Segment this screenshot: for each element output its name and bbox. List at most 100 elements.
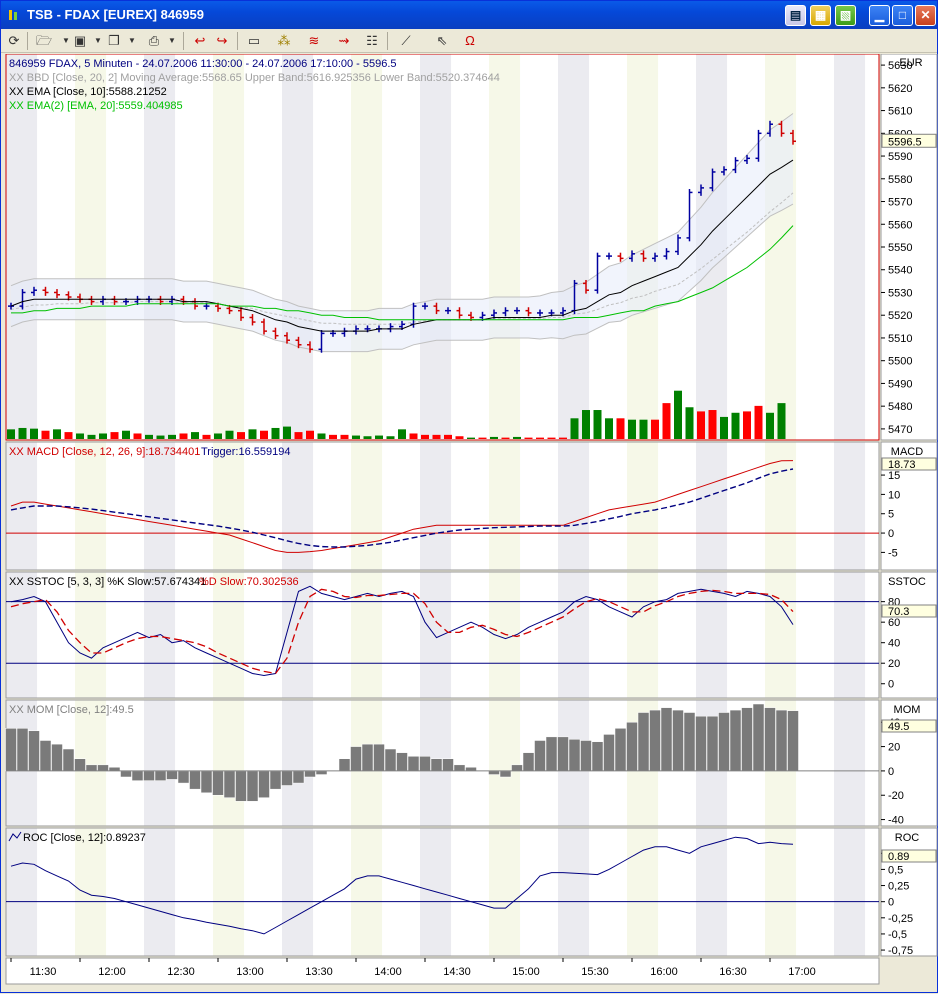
copy-icon[interactable]: ❐ xyxy=(108,33,120,48)
chart-area[interactable]: 846959 FDAX, 5 Minuten - 24.07.2006 11:3… xyxy=(1,54,938,994)
chart-type-icon[interactable]: ▭ xyxy=(247,33,261,48)
time-stripe xyxy=(282,828,314,956)
time-stripe xyxy=(282,54,314,440)
pointer-icon[interactable]: ⇖ xyxy=(436,33,448,48)
title-bar[interactable]: TSB - FDAX [EUREX] 846959 ▤ ▦ ▧ ▁ □ ✕ xyxy=(1,1,937,29)
time-stripe xyxy=(213,54,245,440)
roc-axis-name: ROC xyxy=(895,832,920,844)
roc-line xyxy=(10,836,794,935)
y-tick-label: 0 xyxy=(888,528,894,540)
chart-canvas[interactable]: 846959 FDAX, 5 Minuten - 24.07.2006 11:3… xyxy=(1,54,938,992)
mom-last-value: 49.5 xyxy=(888,721,909,733)
y-tick-label: 5530 xyxy=(888,287,912,299)
y-tick-label: 60 xyxy=(888,617,900,629)
mom-bar xyxy=(603,734,615,772)
chevron-down-icon[interactable]: ▼ xyxy=(62,36,70,45)
mom-bar xyxy=(775,709,788,772)
y-tick-label: 5500 xyxy=(888,356,912,368)
y-axis-box xyxy=(880,827,938,957)
time-stripe xyxy=(420,54,452,440)
save-icon[interactable]: ▣ xyxy=(73,33,87,48)
time-stripe xyxy=(696,442,728,570)
time-stripe xyxy=(420,572,452,698)
chevron-down-icon[interactable]: ▼ xyxy=(168,36,176,45)
volume-bar xyxy=(570,418,579,439)
time-stripe xyxy=(75,54,107,440)
close-button[interactable]: ✕ xyxy=(915,5,936,26)
time-stripe xyxy=(75,572,107,698)
volume-bar xyxy=(53,429,61,439)
time-stripe xyxy=(558,828,590,956)
chart-forward-icon[interactable]: ↪ xyxy=(216,33,228,48)
time-stripe xyxy=(834,54,866,440)
time-stripe xyxy=(765,828,797,956)
chevron-down-icon[interactable]: ▼ xyxy=(128,36,136,45)
mom-bar xyxy=(591,741,604,772)
mom-bar xyxy=(522,752,535,772)
minimize-button[interactable]: ▁ xyxy=(869,5,890,26)
open-folder-icon[interactable]: 🗁 xyxy=(35,33,53,48)
mom-bar xyxy=(223,770,236,798)
time-stripe xyxy=(282,572,314,698)
panel-border xyxy=(5,827,880,957)
sstoc-k-line xyxy=(10,585,794,677)
mom-bar xyxy=(154,770,167,781)
volume-bar xyxy=(87,434,96,439)
mom-bar xyxy=(534,740,546,772)
sstoc-axis-name: SSTOC xyxy=(888,576,926,588)
volume-bar xyxy=(133,433,142,439)
price-bar xyxy=(525,307,532,317)
bollinger-lower-line xyxy=(10,203,794,353)
y-tick-label: 40 xyxy=(888,638,900,650)
volume-bar xyxy=(18,427,27,439)
mom-bar xyxy=(212,770,224,796)
x-tick-label: 13:00 xyxy=(236,966,264,978)
volume-bar xyxy=(685,407,694,439)
magnet-icon[interactable]: Ω xyxy=(465,33,475,48)
time-stripe xyxy=(351,572,383,698)
roc-last-value: 0.89 xyxy=(888,851,909,863)
properties-icon[interactable]: ☷ xyxy=(366,33,378,48)
price-bar xyxy=(307,341,313,353)
price-bar xyxy=(422,302,428,310)
extra-window-button-3[interactable]: ▧ xyxy=(835,5,856,26)
volume-bar xyxy=(743,411,751,439)
mom-bar xyxy=(672,709,684,772)
y-tick-label: -40 xyxy=(888,815,904,827)
print-icon[interactable]: ⎙ xyxy=(148,33,160,48)
chevron-down-icon[interactable]: ▼ xyxy=(94,36,102,45)
line-tool-icon[interactable]: ⟋ xyxy=(401,33,411,48)
time-stripe xyxy=(6,54,38,440)
mom-bar xyxy=(557,736,569,772)
x-tick-label: 15:30 xyxy=(581,966,609,978)
x-tick-label: 16:30 xyxy=(719,966,747,978)
price-bar xyxy=(284,332,290,344)
volume-bar xyxy=(674,390,682,439)
volume-bar xyxy=(432,434,441,439)
indicator-icon[interactable]: ⁂ xyxy=(277,33,291,48)
volume-bar xyxy=(662,403,671,439)
extra-window-button-2[interactable]: ▦ xyxy=(810,5,831,26)
maximize-button[interactable]: □ xyxy=(892,5,913,26)
mom-bar xyxy=(200,770,213,794)
time-stripe xyxy=(489,442,521,570)
y-tick-label: 5630 xyxy=(888,60,912,72)
roc-legend-icon xyxy=(8,831,22,842)
extra-window-button-1[interactable]: ▤ xyxy=(785,5,806,26)
mom-bar xyxy=(85,764,98,772)
time-stripe xyxy=(627,828,659,956)
price-bar xyxy=(433,302,440,315)
volume-bar xyxy=(766,412,774,439)
y-tick-label: 0 xyxy=(888,897,894,909)
chart-back-icon[interactable]: ↩ xyxy=(194,33,206,48)
trend-icon[interactable]: ⇝ xyxy=(338,33,350,48)
mom-bar xyxy=(499,770,512,778)
drawing-icon[interactable]: ≋ xyxy=(308,33,320,48)
volume-bar xyxy=(271,427,280,439)
price-bar xyxy=(698,184,704,196)
mom-bar xyxy=(131,770,144,781)
mom-bar xyxy=(304,770,316,778)
x-tick-label: 16:00 xyxy=(650,966,678,978)
refresh-icon[interactable]: ⟳ xyxy=(8,33,20,48)
macd-trigger-line xyxy=(10,468,794,548)
